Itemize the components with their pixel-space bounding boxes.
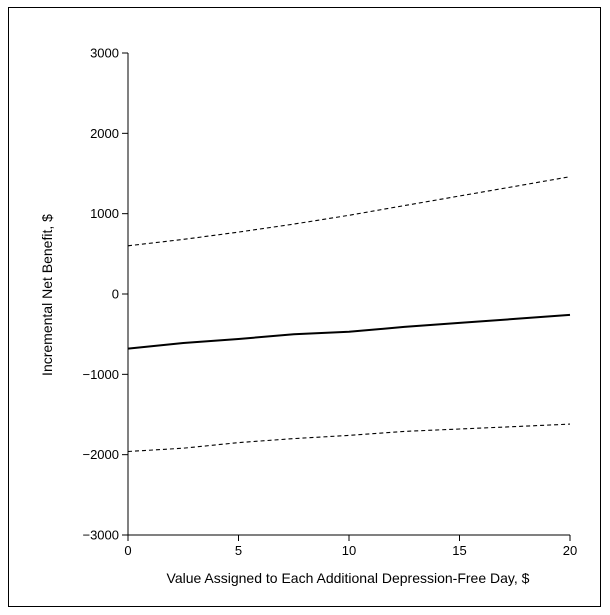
x-tick-label: 20: [563, 543, 577, 558]
y-tick-label: 0: [112, 287, 119, 302]
y-tick-label: −1000: [82, 367, 119, 382]
y-tick-label: −2000: [82, 447, 119, 462]
y-tick-label: −3000: [82, 528, 119, 543]
point-estimate-line: [127, 313, 571, 350]
y-tick-label: 3000: [90, 46, 119, 61]
x-axis-label: Value Assigned to Each Additional Depres…: [167, 570, 530, 586]
x-tick-label: 15: [452, 543, 466, 558]
x-tick-label: 0: [124, 543, 131, 558]
axes: 3000 2000 1000 0 −1000 −2000 −3000 0 5 10 15 20: [82, 46, 577, 559]
lower-bound-line: [127, 423, 571, 453]
upper-bound-line: [127, 176, 571, 247]
chart-frame: [8, 7, 601, 607]
y-tick-label: 2000: [90, 126, 119, 141]
x-tick-label: 10: [342, 543, 356, 558]
y-tick-label: 1000: [90, 206, 119, 221]
x-tick-label: 5: [235, 543, 242, 558]
series-lines: [127, 176, 571, 453]
y-axis-label: Incremental Net Benefit, $: [39, 214, 55, 376]
